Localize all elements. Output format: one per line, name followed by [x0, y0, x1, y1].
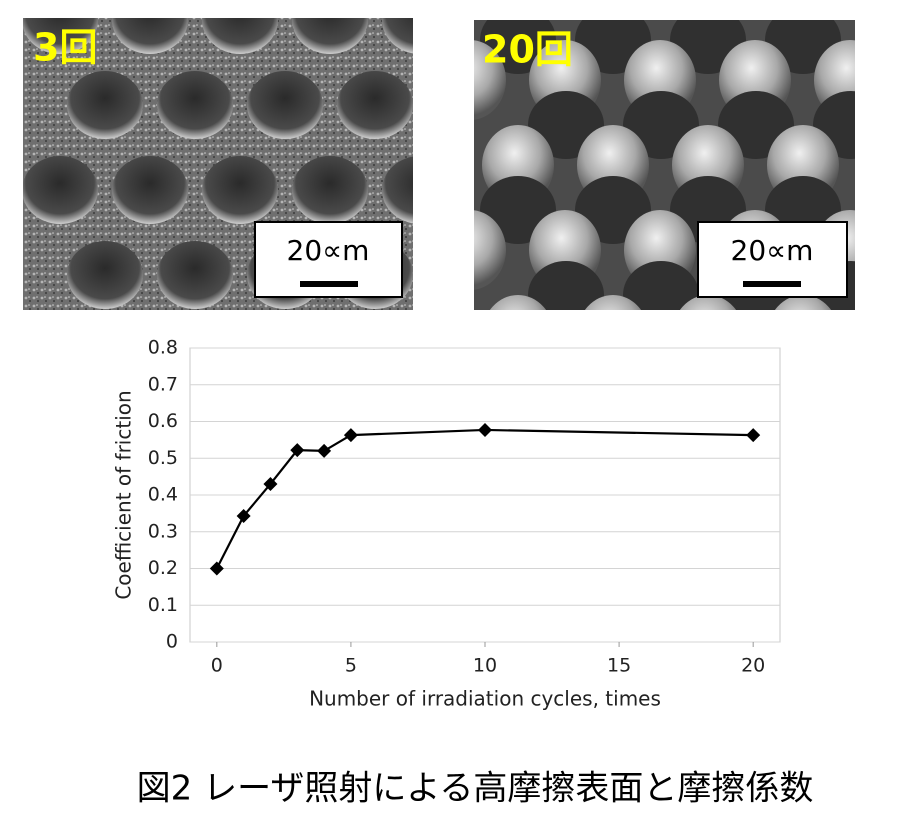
sem-image — [23, 18, 413, 310]
pit — [67, 241, 143, 309]
scale-text: 20∝m — [731, 234, 814, 267]
marker — [236, 508, 251, 523]
pit — [202, 18, 278, 54]
scale-text: 20∝m — [287, 234, 370, 267]
scale-bar — [300, 281, 358, 287]
bump — [774, 295, 832, 310]
pit — [528, 261, 604, 310]
image-label: 3回 — [33, 26, 97, 70]
x-tick-label: 5 — [345, 655, 357, 677]
marker — [263, 476, 278, 491]
scale-bar — [743, 281, 801, 287]
bump — [489, 295, 547, 310]
caption: 図2 レーザ照射による高摩擦表面と摩擦係数 — [137, 769, 814, 809]
y-tick-label: 0.8 — [148, 337, 178, 359]
y-tick-label: 0.3 — [148, 520, 178, 542]
pit — [337, 71, 413, 139]
chart: 0 0.1 0.2 0.3 0.4 0.5 0.6 0.7 0.8 0 5 10 15 20 Number … — [112, 337, 781, 711]
y-tick-label: 0.1 — [148, 594, 178, 616]
sem-image — [474, 6, 909, 375]
bump — [862, 295, 909, 375]
image-label: 20回 — [482, 28, 573, 72]
pit — [292, 156, 368, 224]
x-tick-label: 20 — [741, 655, 765, 677]
marker — [478, 422, 492, 437]
y-tick-label: 0.6 — [148, 410, 178, 432]
x-tick-label: 15 — [607, 655, 631, 677]
y-axis-title: Coefficient of friction — [112, 390, 136, 599]
y-tick-label: 0.5 — [148, 447, 178, 469]
pit — [67, 71, 143, 139]
bump — [474, 210, 506, 290]
marker — [209, 561, 224, 576]
pit — [382, 18, 413, 54]
bump — [584, 295, 642, 310]
marker — [343, 428, 358, 443]
marker — [290, 443, 305, 458]
pit — [157, 71, 233, 139]
y-tick-label: 0.2 — [148, 557, 178, 579]
pit — [623, 261, 699, 310]
bump — [862, 125, 909, 205]
pit — [202, 156, 278, 224]
pit — [860, 176, 909, 244]
pit — [23, 18, 98, 54]
y-tick-label: 0.7 — [148, 373, 178, 395]
pit — [247, 71, 323, 139]
bump — [474, 40, 506, 120]
x-axis-title: Number of irradiation cycles, times — [309, 687, 661, 711]
y-tick-label: 0.4 — [148, 484, 178, 506]
pit — [382, 156, 413, 224]
pit — [292, 18, 368, 54]
pit — [112, 18, 188, 54]
marker — [317, 443, 332, 458]
pit — [157, 241, 233, 309]
marker — [746, 428, 761, 443]
pit — [23, 156, 98, 224]
pit — [112, 156, 188, 224]
line — [215, 428, 754, 570]
pit — [860, 6, 909, 74]
y-tick-label: 0 — [166, 631, 178, 653]
x-tick-label: 0 — [211, 655, 223, 677]
x-tick-label: 10 — [473, 655, 497, 677]
bump — [679, 295, 737, 310]
